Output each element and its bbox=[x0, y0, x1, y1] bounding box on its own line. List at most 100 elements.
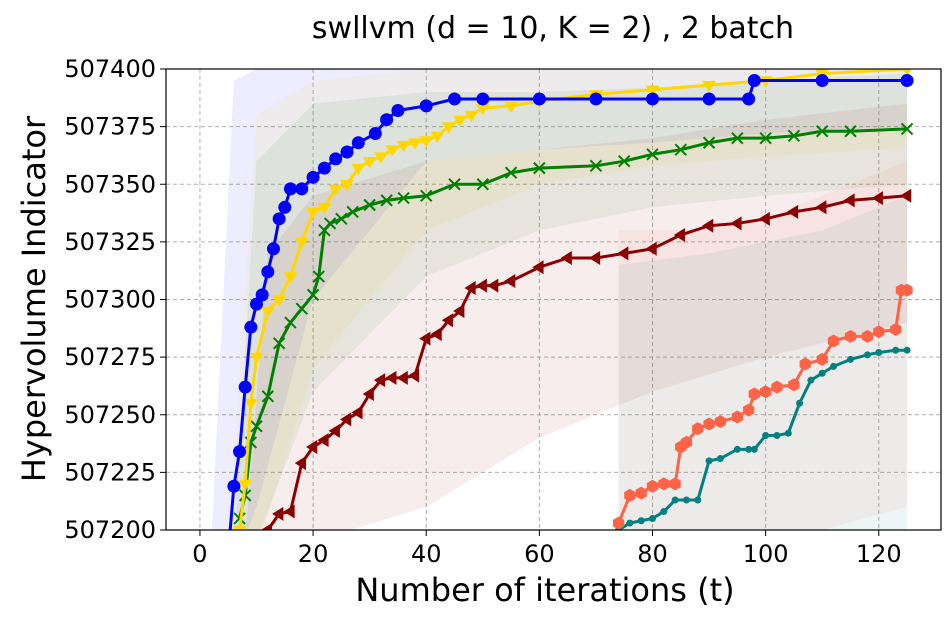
point-green bbox=[844, 125, 857, 138]
point-teal bbox=[762, 431, 770, 439]
point-blue bbox=[261, 265, 275, 279]
point-darkred bbox=[475, 278, 487, 293]
point-gold bbox=[645, 85, 660, 97]
y-tick-label: 507225 bbox=[64, 458, 156, 486]
point-green bbox=[295, 302, 308, 315]
point-teal bbox=[892, 346, 900, 354]
point-darkred bbox=[317, 433, 329, 448]
point-gold bbox=[453, 115, 468, 127]
x-tick-label: 120 bbox=[856, 540, 902, 568]
point-tomato bbox=[771, 380, 783, 394]
point-green bbox=[346, 205, 359, 219]
x-tick-label: 20 bbox=[298, 540, 329, 568]
point-darkred bbox=[306, 440, 318, 455]
point-tomato bbox=[624, 488, 636, 502]
point-blue bbox=[448, 92, 462, 106]
point-darkred bbox=[340, 412, 352, 427]
point-darkred bbox=[730, 216, 742, 231]
point-blue bbox=[238, 380, 252, 394]
point-blue bbox=[306, 170, 320, 184]
point-green bbox=[363, 198, 376, 212]
point-darkred bbox=[272, 506, 284, 521]
point-gold bbox=[475, 103, 490, 116]
x-tick-label: 0 bbox=[192, 540, 207, 568]
point-teal bbox=[745, 445, 753, 453]
point-gold bbox=[441, 122, 456, 134]
point-darkred bbox=[871, 191, 883, 206]
point-teal bbox=[705, 457, 713, 465]
data-series bbox=[227, 69, 914, 549]
point-blue bbox=[244, 320, 258, 334]
point-blue bbox=[419, 99, 433, 113]
point-darkred bbox=[464, 280, 476, 295]
point-darkred bbox=[758, 211, 770, 226]
point-darkred bbox=[328, 423, 340, 438]
point-teal bbox=[637, 517, 645, 525]
point-teal bbox=[830, 362, 838, 370]
point-green bbox=[306, 288, 320, 302]
point-tomato bbox=[844, 329, 857, 343]
point-green bbox=[815, 125, 829, 138]
point-tomato bbox=[788, 378, 800, 392]
x-tick-label: 60 bbox=[524, 540, 555, 568]
band-darkred bbox=[246, 103, 908, 530]
point-green bbox=[589, 159, 603, 173]
point-teal bbox=[875, 349, 883, 357]
point-teal bbox=[716, 455, 724, 463]
point-green bbox=[323, 217, 337, 230]
point-darkred bbox=[532, 260, 544, 275]
point-green bbox=[261, 390, 275, 403]
point-tomato bbox=[658, 477, 670, 491]
point-tomato bbox=[692, 422, 704, 436]
point-tomato bbox=[760, 385, 772, 399]
point-green bbox=[312, 270, 325, 283]
point-gold bbox=[396, 140, 411, 153]
point-darkred bbox=[560, 251, 572, 266]
point-darkred bbox=[250, 535, 261, 549]
point-darkred bbox=[441, 313, 454, 328]
point-teal bbox=[807, 376, 815, 384]
series-blue bbox=[227, 74, 914, 530]
point-teal bbox=[648, 514, 656, 522]
point-tomato bbox=[669, 477, 681, 491]
point-tomato bbox=[901, 283, 913, 297]
point-darkred bbox=[396, 370, 408, 385]
point-blue bbox=[233, 445, 247, 459]
point-gold bbox=[272, 295, 287, 307]
point-teal bbox=[750, 445, 758, 453]
y-tick-label: 507400 bbox=[64, 55, 156, 83]
point-darkred bbox=[260, 523, 273, 530]
y-axis-title: Hypervolume Indicator bbox=[15, 115, 53, 482]
band-blue bbox=[211, 69, 908, 530]
point-gold bbox=[419, 136, 434, 148]
point-tomato bbox=[861, 329, 874, 343]
point-blue bbox=[295, 182, 309, 196]
point-gold bbox=[317, 203, 332, 215]
point-tomato bbox=[731, 410, 743, 424]
band-gold bbox=[228, 69, 908, 530]
point-green bbox=[731, 131, 744, 145]
point-tomato bbox=[612, 516, 625, 530]
y-tick-label: 507350 bbox=[64, 170, 156, 198]
series-green bbox=[233, 122, 914, 525]
point-green bbox=[702, 136, 716, 149]
point-darkred bbox=[617, 246, 629, 261]
point-green bbox=[476, 178, 489, 191]
point-teal bbox=[733, 445, 741, 453]
point-blue bbox=[900, 74, 914, 88]
y-tick-label: 507275 bbox=[64, 343, 156, 371]
point-blue bbox=[272, 212, 286, 226]
point-blue bbox=[227, 479, 241, 493]
point-darkred bbox=[786, 204, 799, 219]
point-gold bbox=[702, 80, 717, 93]
point-tomato bbox=[873, 325, 885, 339]
point-darkred bbox=[673, 227, 685, 242]
point-tomato bbox=[703, 417, 715, 431]
point-tomato bbox=[635, 486, 647, 500]
x-tick-label: 100 bbox=[743, 540, 789, 568]
point-darkred bbox=[294, 456, 306, 471]
point-green bbox=[380, 194, 393, 207]
point-darkred bbox=[645, 241, 657, 256]
